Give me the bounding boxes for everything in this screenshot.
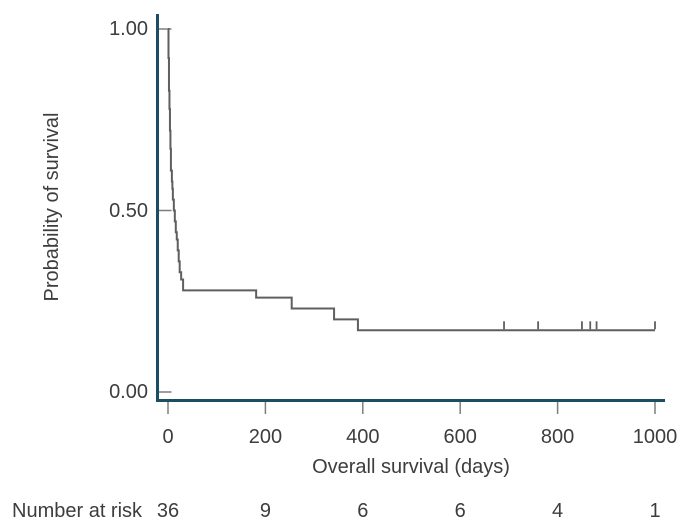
number-at-risk-label: Number at risk xyxy=(12,500,143,522)
x-tick-label: 600 xyxy=(443,426,477,448)
number-at-risk-value: 4 xyxy=(552,500,564,522)
x-tick-label: 800 xyxy=(540,426,575,448)
x-tick-label: 0 xyxy=(162,426,174,448)
number-at-risk-value: 6 xyxy=(357,500,369,522)
survival-step-curve xyxy=(167,28,655,332)
number-at-risk-value: 6 xyxy=(454,500,466,522)
number-at-risk-value: 9 xyxy=(259,500,271,522)
y-tick-label: 0.50 xyxy=(109,199,148,222)
x-tick-label: 400 xyxy=(346,426,380,448)
x-tick-label: 1000 xyxy=(632,426,678,448)
number-at-risk-value: 36 xyxy=(156,500,180,522)
y-tick-label: 0.00 xyxy=(109,381,148,403)
x-tick-label: 200 xyxy=(248,426,283,448)
x-axis-title: Overall survival (days) xyxy=(312,456,510,478)
number-at-risk-value: 1 xyxy=(649,500,661,522)
y-tick-label: 1.00 xyxy=(109,18,148,40)
